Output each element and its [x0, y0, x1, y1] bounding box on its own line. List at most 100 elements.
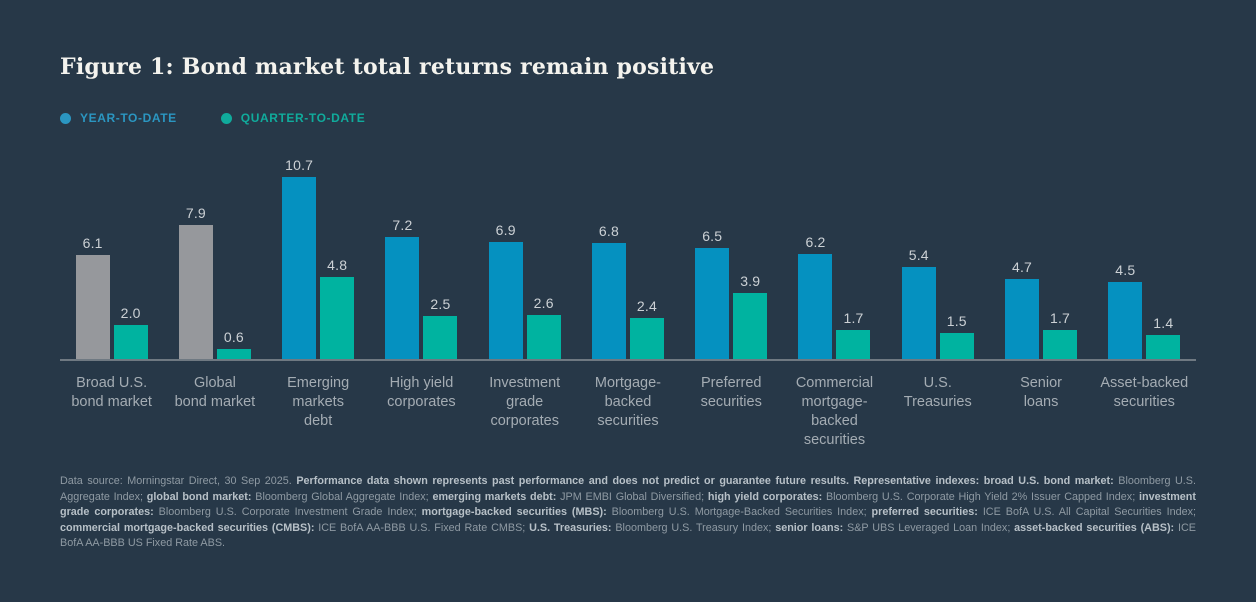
- footnote-bold-segment: Performance data shown represents past p…: [296, 475, 1119, 487]
- plot-area: 6.1 2.0 7.9 0.6 10.7 4.8 7.2 2.5 6.9 2.6 6.8 2.4 6.5…: [60, 145, 1196, 359]
- bar-value-label: 2.0: [120, 305, 141, 321]
- ytd-bar: [1108, 282, 1143, 359]
- bar-group: 4.7 1.7: [989, 259, 1092, 359]
- footnote-segment: ICE BofA AA-BBB U.S. Fixed Rate CMBS;: [318, 521, 530, 534]
- footnote-bold-segment: preferred securities:: [871, 506, 983, 519]
- ytd-bar: [282, 177, 317, 359]
- ytd-bar-column: 5.4: [901, 247, 936, 359]
- qtd-bar: [1043, 330, 1078, 359]
- bar-group: 6.2 1.7: [783, 234, 886, 359]
- footnote-bold-segment: global bond market:: [146, 490, 256, 503]
- ytd-bar: [695, 248, 730, 359]
- qtd-bar-column: 1.7: [836, 310, 871, 359]
- bar-group: 4.5 1.4: [1093, 262, 1196, 359]
- bar-value-label: 2.4: [636, 298, 657, 314]
- legend-item-year-to-date: YEAR-TO-DATE: [60, 111, 177, 125]
- footnote-bold-segment: senior loans:: [775, 521, 848, 534]
- footnote-segment: Bloomberg U.S. Aggregate Index;: [60, 475, 1197, 503]
- ytd-bar-column: 6.5: [695, 228, 730, 359]
- bar-group: 6.9 2.6: [473, 222, 576, 359]
- qtd-bar-column: 1.4: [1146, 315, 1181, 359]
- footnote-segment: ICE BofA U.S. All Capital Securities Ind…: [982, 506, 1197, 519]
- footnote-bold-segment: high yield corporates:: [707, 490, 826, 503]
- ytd-bar: [1005, 279, 1040, 359]
- chart-legend: YEAR-TO-DATE QUARTER-TO-DATE: [60, 111, 1196, 125]
- footnote-bold-segment: commercial mortgage-backed securities (C…: [60, 521, 319, 534]
- ytd-bar-column: 6.1: [75, 235, 110, 359]
- ytd-bar: [798, 254, 833, 359]
- category-label: Investment grade corporates: [489, 375, 561, 429]
- qtd-bar: [320, 277, 355, 359]
- qtd-bar: [836, 330, 871, 359]
- qtd-bar: [423, 316, 458, 359]
- category-label: Mortgage- backed securities: [594, 375, 661, 429]
- category-label: Broad U.S. bond market: [71, 375, 152, 410]
- qtd-bar: [629, 318, 664, 359]
- figure-title: Figure 1: Bond market total returns rema…: [60, 54, 715, 80]
- bar-value-label: 1.7: [1049, 310, 1071, 326]
- ytd-bar-column: 4.5: [1108, 262, 1143, 359]
- ytd-bar-column: 4.7: [1005, 259, 1040, 359]
- footnote-segment: Bloomberg U.S. Corporate High Yield 2% I…: [825, 490, 1139, 503]
- ytd-bar-column: 7.9: [178, 205, 213, 359]
- footnote-segment: Data source: Morningstar Direct, 30 Sep …: [60, 475, 297, 487]
- bar-value-label: 1.7: [843, 310, 864, 326]
- bar-value-label: 10.7: [285, 157, 314, 173]
- footnote-segment: Bloomberg U.S. Mortgage-Backed Securitie…: [611, 506, 872, 519]
- ytd-bar-column: 6.8: [591, 223, 626, 359]
- legend-dot-icon: [220, 112, 232, 124]
- legend-item-label: QUARTER-TO-DATE: [240, 111, 366, 125]
- ytd-bar: [178, 225, 213, 359]
- footnote-segment: ICE BofA AA-BBB US Fixed Rate ABS.: [60, 521, 1196, 550]
- category-label: Emerging markets debt: [287, 375, 350, 429]
- ytd-bar-column: 6.9: [488, 222, 523, 359]
- legend-dot-icon: [60, 112, 71, 124]
- qtd-bar-column: 0.6: [216, 329, 251, 359]
- bar-group: 6.8 2.4: [576, 223, 679, 359]
- bar-value-label: 2.5: [430, 296, 451, 312]
- bar-value-label: 3.9: [740, 273, 761, 289]
- footnote-bold-segment: emerging markets debt:: [432, 490, 561, 503]
- bar-group: 6.5 3.9: [680, 228, 783, 359]
- ytd-bar: [488, 242, 523, 359]
- ytd-bar-column: 6.2: [798, 234, 833, 359]
- footnote-segment: S&P UBS Leveraged Loan Index;: [847, 521, 1015, 534]
- category-labels: Broad U.S. bond market Global bond market…: [60, 361, 1196, 450]
- bar-value-label: 6.1: [82, 235, 103, 251]
- bar-value-label: 2.6: [533, 295, 554, 311]
- footnote-segment: Bloomberg U.S. Treasury Index;: [615, 521, 776, 534]
- qtd-bar-column: 1.5: [939, 313, 974, 359]
- category-label: Asset-backed securities: [1100, 375, 1189, 410]
- qtd-bar: [733, 293, 768, 359]
- bar-value-label: 6.8: [598, 223, 619, 239]
- qtd-bar-column: 3.9: [733, 273, 768, 359]
- footnote-bold-segment: mortgage-backed securities (MBS):: [421, 506, 612, 519]
- footnote-segment: JPM EMBI Global Diversified;: [560, 490, 708, 503]
- bar-value-label: 1.5: [946, 313, 967, 329]
- bar-value-label: 4.5: [1115, 262, 1136, 278]
- qtd-bar: [216, 349, 251, 359]
- ytd-bar-column: 10.7: [282, 157, 317, 359]
- ytd-bar: [385, 237, 420, 359]
- legend-item-label: YEAR-TO-DATE: [80, 111, 177, 125]
- qtd-bar-column: 2.0: [113, 305, 148, 359]
- ytd-bar: [75, 255, 110, 359]
- bar-value-label: 0.6: [223, 329, 244, 345]
- bar-group: 10.7 4.8: [267, 157, 370, 359]
- bar-value-label: 7.2: [392, 217, 413, 233]
- category-label: High yield corporates: [387, 375, 456, 410]
- bar-value-label: 5.4: [908, 247, 929, 263]
- ytd-bar-column: 7.2: [385, 217, 420, 359]
- qtd-bar: [113, 325, 148, 359]
- bar-value-label: 7.9: [185, 205, 206, 221]
- figure-container: Figure 1: Bond market total returns rema…: [60, 54, 1197, 550]
- footnote-segment: Bloomberg U.S. Corporate Investment Grad…: [158, 506, 422, 519]
- qtd-bar-column: 2.6: [526, 295, 561, 359]
- qtd-bar-column: 4.8: [320, 257, 355, 359]
- bar-value-label: 4.7: [1011, 259, 1033, 275]
- qtd-bar-column: 2.4: [629, 298, 664, 359]
- qtd-bar-column: 2.5: [423, 296, 458, 359]
- bar-chart: 6.1 2.0 7.9 0.6 10.7 4.8 7.2 2.5 6.9 2.6 6.8 2.4 6.5…: [60, 145, 1196, 450]
- category-label: Global bond market: [174, 375, 256, 410]
- footnote-bold-segment: asset-backed securities (ABS):: [1014, 521, 1178, 534]
